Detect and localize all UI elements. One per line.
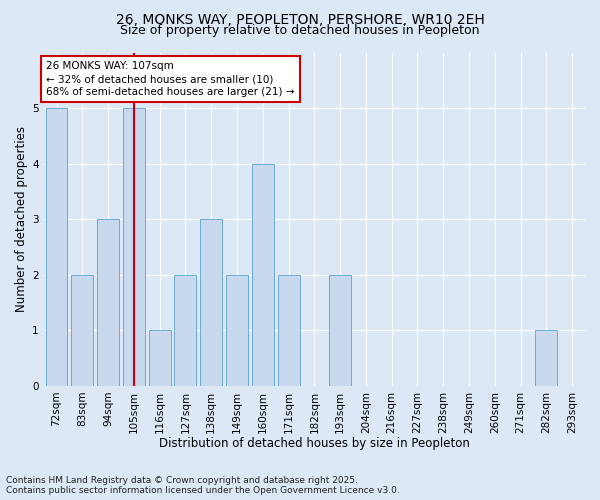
- Bar: [71, 274, 93, 386]
- Bar: [149, 330, 170, 386]
- Text: Size of property relative to detached houses in Peopleton: Size of property relative to detached ho…: [120, 24, 480, 37]
- Bar: [535, 330, 557, 386]
- Text: 26, MONKS WAY, PEOPLETON, PERSHORE, WR10 2EH: 26, MONKS WAY, PEOPLETON, PERSHORE, WR10…: [116, 12, 484, 26]
- Bar: [46, 108, 67, 386]
- Bar: [329, 274, 351, 386]
- Bar: [97, 219, 119, 386]
- Y-axis label: Number of detached properties: Number of detached properties: [15, 126, 28, 312]
- Bar: [123, 108, 145, 386]
- X-axis label: Distribution of detached houses by size in Peopleton: Distribution of detached houses by size …: [159, 437, 470, 450]
- Text: 26 MONKS WAY: 107sqm
← 32% of detached houses are smaller (10)
68% of semi-detac: 26 MONKS WAY: 107sqm ← 32% of detached h…: [46, 61, 295, 97]
- Bar: [200, 219, 222, 386]
- Bar: [252, 164, 274, 386]
- Bar: [226, 274, 248, 386]
- Bar: [278, 274, 299, 386]
- Bar: [175, 274, 196, 386]
- Text: Contains HM Land Registry data © Crown copyright and database right 2025.
Contai: Contains HM Land Registry data © Crown c…: [6, 476, 400, 495]
